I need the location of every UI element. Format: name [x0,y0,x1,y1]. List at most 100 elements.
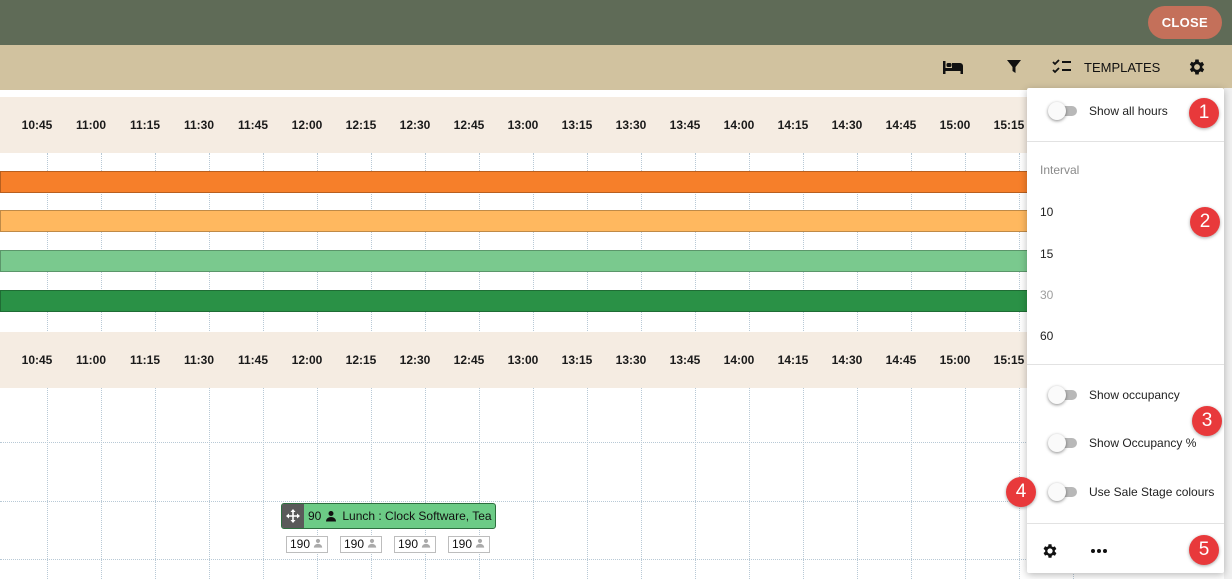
time-label: 13:15 [561,353,593,367]
time-label: 15:15 [993,353,1025,367]
timeline-grid: 10:45 11:00 11:15 11:30 11:45 12:00 12:15 12:30… [0,90,1232,579]
scrollbar[interactable] [1224,88,1232,579]
event-block[interactable]: 90 Lunch : Clock Software, Tea [281,503,496,529]
marker-3: 3 [1192,406,1222,436]
time-label: 14:30 [831,353,863,367]
marker-4: 4 [1006,477,1036,507]
checklist-icon [1052,58,1072,77]
time-label: 12:45 [453,353,485,367]
person-icon [421,537,431,552]
booking-bar[interactable] [0,171,1030,193]
time-label: 13:00 [507,353,539,367]
capacity-value: 190 [452,537,473,551]
booking-bar[interactable] [0,210,1030,232]
time-label: 11:00 [75,118,107,132]
top-bar: CLOSE [0,0,1232,45]
time-label: 11:15 [129,118,161,132]
time-label: 12:30 [399,118,431,132]
interval-option-30: 30 [1040,288,1054,302]
use-sale-stage-colours-toggle[interactable]: Use Sale Stage colours [1048,482,1214,502]
capacity-value: 190 [398,537,419,551]
gear-icon[interactable] [1186,57,1208,77]
toggle-switch[interactable] [1048,102,1078,120]
capacity-box: 190 [394,536,436,553]
time-label: 13:45 [669,118,701,132]
templates-label: TEMPLATES [1084,59,1161,75]
time-label: 11:30 [183,353,215,367]
time-label: 15:00 [939,118,971,132]
time-label: 12:00 [291,353,323,367]
interval-option-15[interactable]: 15 [1040,247,1054,261]
time-label: 11:00 [75,353,107,367]
time-label: 12:30 [399,353,431,367]
time-label: 10:45 [21,118,53,132]
use-sale-stage-colours-label: Use Sale Stage colours [1089,485,1215,499]
divider [1027,523,1224,524]
show-occupancy-toggle[interactable]: Show occupancy [1048,385,1180,405]
time-label: 14:00 [723,353,755,367]
capacity-box: 190 [448,536,490,553]
time-header-top: 10:45 11:00 11:15 11:30 11:45 12:00 12:15 12:30… [0,97,1232,153]
interval-label: Interval [1040,163,1080,177]
close-button[interactable]: CLOSE [1147,6,1222,39]
show-occupancy-pct-label: Show Occupancy % [1089,436,1197,450]
templates-button[interactable]: TEMPLATES [1052,57,1160,77]
settings-panel: Show all hours Interval 10 15 30 60 Show… [1027,88,1224,573]
capacity-box: 190 [286,536,328,553]
toggle-switch[interactable] [1048,434,1078,452]
person-icon [325,510,337,522]
capacity-value: 190 [290,537,311,551]
time-label: 13:30 [615,118,647,132]
capacity-box: 190 [340,536,382,553]
more-icon[interactable] [1088,541,1110,561]
time-header-bottom: 10:45 11:00 11:15 11:30 11:45 12:00 12:15 12:30… [0,332,1232,388]
show-occupancy-label: Show occupancy [1089,388,1180,402]
filter-icon[interactable] [1003,57,1025,77]
marker-2: 2 [1190,207,1220,237]
interval-option-60[interactable]: 60 [1040,329,1054,343]
interval-option-10[interactable]: 10 [1040,205,1054,219]
grid-line-horizontal [0,501,1232,502]
gear-icon[interactable] [1039,541,1061,561]
toolbar: TEMPLATES [0,45,1232,90]
capacity-value: 190 [344,537,365,551]
time-label: 14:45 [885,118,917,132]
booking-bar[interactable] [0,290,1030,312]
time-label: 13:15 [561,118,593,132]
grid-line-horizontal [0,559,1232,560]
time-label: 12:00 [291,118,323,132]
show-all-hours-label: Show all hours [1089,104,1168,118]
person-icon [313,537,323,552]
time-label: 12:15 [345,353,377,367]
toggle-switch[interactable] [1048,483,1078,501]
time-label: 10:45 [21,353,53,367]
time-label: 14:15 [777,118,809,132]
divider [1027,364,1224,365]
move-icon[interactable] [282,504,304,528]
bed-icon[interactable] [942,57,964,77]
time-label: 14:00 [723,118,755,132]
time-label: 15:00 [939,353,971,367]
event-attendee-count: 90 [308,509,322,523]
show-all-hours-toggle[interactable]: Show all hours [1048,101,1168,121]
time-label: 13:30 [615,353,647,367]
show-occupancy-pct-toggle[interactable]: Show Occupancy % [1048,433,1196,453]
time-label: 14:30 [831,118,863,132]
marker-5: 5 [1189,535,1219,565]
time-label: 11:45 [237,118,269,132]
time-label: 13:00 [507,118,539,132]
bar-zone [0,153,1232,332]
booking-bar[interactable] [0,250,1030,272]
time-label: 14:45 [885,353,917,367]
person-icon [475,537,485,552]
time-label: 11:30 [183,118,215,132]
divider [1027,141,1224,142]
marker-1: 1 [1189,98,1219,128]
time-label: 11:15 [129,353,161,367]
event-title: Lunch : Clock Software, Tea [342,509,492,523]
time-label: 11:45 [237,353,269,367]
toggle-switch[interactable] [1048,386,1078,404]
time-label: 15:15 [993,118,1025,132]
grid-line-horizontal [0,442,1232,443]
time-label: 12:45 [453,118,485,132]
